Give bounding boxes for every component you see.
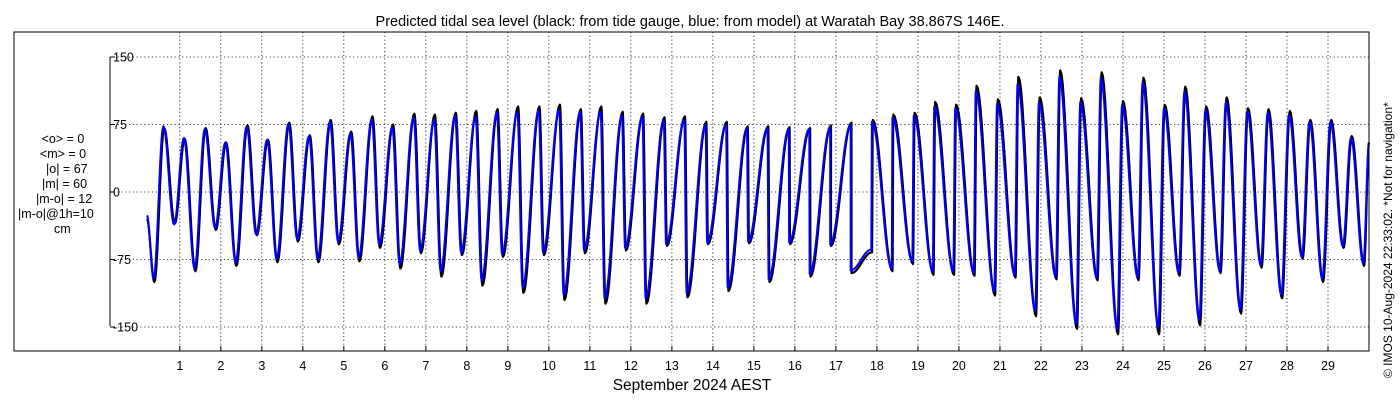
chart-title: Predicted tidal sea level (black: from t… bbox=[376, 14, 1005, 30]
series-layer bbox=[146, 69, 1371, 336]
x-tick-label: 16 bbox=[788, 359, 802, 373]
x-tick-label: 11 bbox=[583, 359, 596, 373]
x-tick-label: 20 bbox=[952, 359, 966, 373]
stat-unit: cm bbox=[54, 222, 71, 236]
y-tick-label: -75 bbox=[113, 253, 131, 267]
x-tick-label: 24 bbox=[1116, 359, 1130, 373]
x-tick-label: 25 bbox=[1157, 359, 1171, 373]
x-axis-label: September 2024 AEST bbox=[613, 377, 772, 394]
x-tick-label: 29 bbox=[1321, 359, 1335, 373]
stat-mean-observed: <o> = 0 bbox=[41, 132, 85, 146]
x-tick-label: 9 bbox=[504, 359, 511, 373]
x-tick-label: 3 bbox=[258, 359, 265, 373]
x-tick-label: 4 bbox=[299, 359, 306, 373]
x-tick-label: 12 bbox=[624, 359, 638, 373]
x-tick-label: 5 bbox=[340, 359, 347, 373]
x-tick-label: 18 bbox=[870, 359, 884, 373]
x-tick-label: 10 bbox=[542, 359, 556, 373]
y-tick-label: -150 bbox=[113, 321, 138, 335]
x-tick-label: 7 bbox=[422, 359, 429, 373]
stat-abs-model: |m| = 60 bbox=[42, 177, 88, 191]
y-tick-label: 0 bbox=[113, 186, 120, 200]
y-tick-label: 75 bbox=[113, 118, 127, 132]
series-line-model bbox=[146, 75, 1370, 330]
series-line-gauge bbox=[146, 69, 1371, 336]
x-tick-label: 14 bbox=[706, 359, 720, 373]
watermark-text: © IMOS 10-Aug-2024 22:33:02. *Not for na… bbox=[1381, 102, 1395, 378]
stat-abs-observed: |o| = 67 bbox=[46, 162, 88, 176]
x-tick-label: 6 bbox=[381, 359, 388, 373]
stat-abs-diff-1h: |m-o|@1h=10 bbox=[18, 207, 94, 221]
x-tick-label: 2 bbox=[217, 359, 224, 373]
x-tick-label: 8 bbox=[463, 359, 470, 373]
x-tick-label: 26 bbox=[1198, 359, 1212, 373]
x-tick-label: 22 bbox=[1034, 359, 1048, 373]
x-tick-label: 13 bbox=[665, 359, 679, 373]
y-tick-label: 150 bbox=[113, 51, 134, 65]
x-tick-label: 19 bbox=[911, 359, 925, 373]
stat-abs-diff: |m-o| = 12 bbox=[36, 192, 93, 206]
plot-frame bbox=[13, 31, 1370, 352]
x-tick-label: 27 bbox=[1239, 359, 1253, 373]
x-tick-label: 23 bbox=[1075, 359, 1089, 373]
stats-panel: <o> = 0 <m> = 0 |o| = 67 |m| = 60 |m-o| … bbox=[8, 132, 118, 237]
x-tick-label: 28 bbox=[1280, 359, 1294, 373]
x-tick-label: 15 bbox=[747, 359, 761, 373]
stat-mean-model: <m> = 0 bbox=[39, 147, 87, 161]
x-tick-label: 17 bbox=[829, 359, 843, 373]
x-tick-label: 21 bbox=[993, 359, 1007, 373]
x-tick-label: 1 bbox=[176, 359, 183, 373]
